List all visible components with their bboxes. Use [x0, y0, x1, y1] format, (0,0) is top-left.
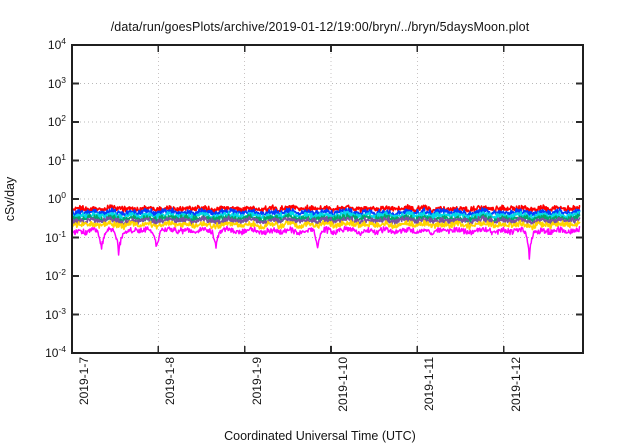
y-tick-label: 10-1 [45, 228, 66, 245]
series-line [72, 215, 581, 227]
chart-title: /data/run/goesPlots/archive/2019-01-12/1… [110, 20, 530, 34]
series-line [72, 225, 581, 260]
y-tick-label: 101 [47, 151, 66, 168]
series-line [72, 207, 581, 218]
data-series [72, 204, 581, 260]
y-tick-label: 10-2 [45, 267, 66, 283]
series-line [72, 219, 581, 231]
y-tick-label: 102 [47, 113, 66, 129]
x-axis-label: Coordinated Universal Time (UTC) [224, 429, 416, 443]
grid-lines [72, 45, 583, 353]
y-tick-label: 10-4 [45, 344, 66, 360]
y-tick-label: 100 [47, 190, 66, 206]
y-tick-label: 10-3 [45, 305, 66, 322]
plot-frame [71, 44, 584, 354]
y-tick-label: 103 [47, 74, 66, 91]
plot-border [71, 44, 584, 354]
y-tick-label: 104 [47, 36, 66, 52]
